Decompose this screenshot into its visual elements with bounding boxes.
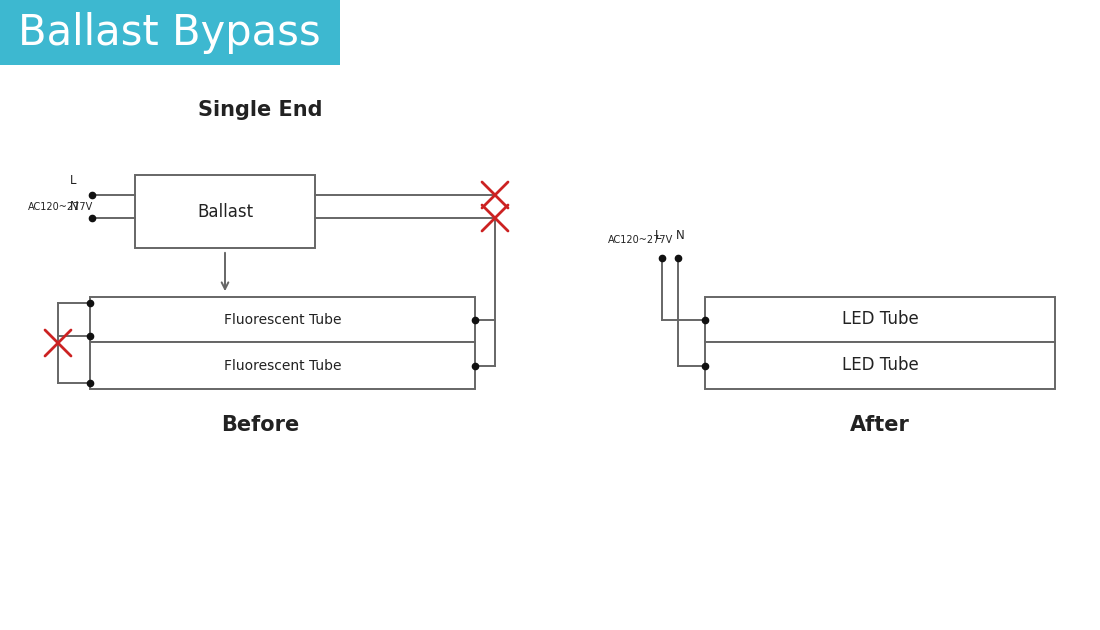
Text: LED Tube: LED Tube xyxy=(842,357,918,374)
Text: Ballast Bypass: Ballast Bypass xyxy=(18,11,320,54)
Bar xyxy=(705,342,1055,389)
Text: L: L xyxy=(654,229,661,242)
Text: After: After xyxy=(850,415,910,435)
Text: Fluorescent Tube: Fluorescent Tube xyxy=(223,312,341,326)
Text: LED Tube: LED Tube xyxy=(842,311,918,328)
Text: L: L xyxy=(70,174,77,187)
Bar xyxy=(90,342,475,389)
Text: AC120~277V: AC120~277V xyxy=(28,202,94,212)
Bar xyxy=(705,297,1055,342)
Bar xyxy=(135,175,315,248)
Text: AC120~277V: AC120~277V xyxy=(608,235,673,245)
Text: N: N xyxy=(675,229,684,242)
Text: Single End: Single End xyxy=(198,100,322,120)
Text: N: N xyxy=(70,200,79,213)
Text: Ballast: Ballast xyxy=(197,202,253,220)
Text: Fluorescent Tube: Fluorescent Tube xyxy=(223,358,341,372)
Text: Before: Before xyxy=(221,415,299,435)
Bar xyxy=(0,0,340,65)
Bar xyxy=(90,297,475,342)
